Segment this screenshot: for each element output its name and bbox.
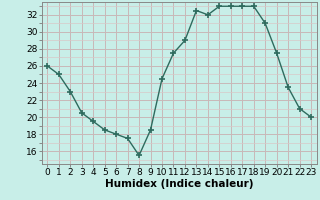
X-axis label: Humidex (Indice chaleur): Humidex (Indice chaleur) bbox=[105, 179, 253, 189]
